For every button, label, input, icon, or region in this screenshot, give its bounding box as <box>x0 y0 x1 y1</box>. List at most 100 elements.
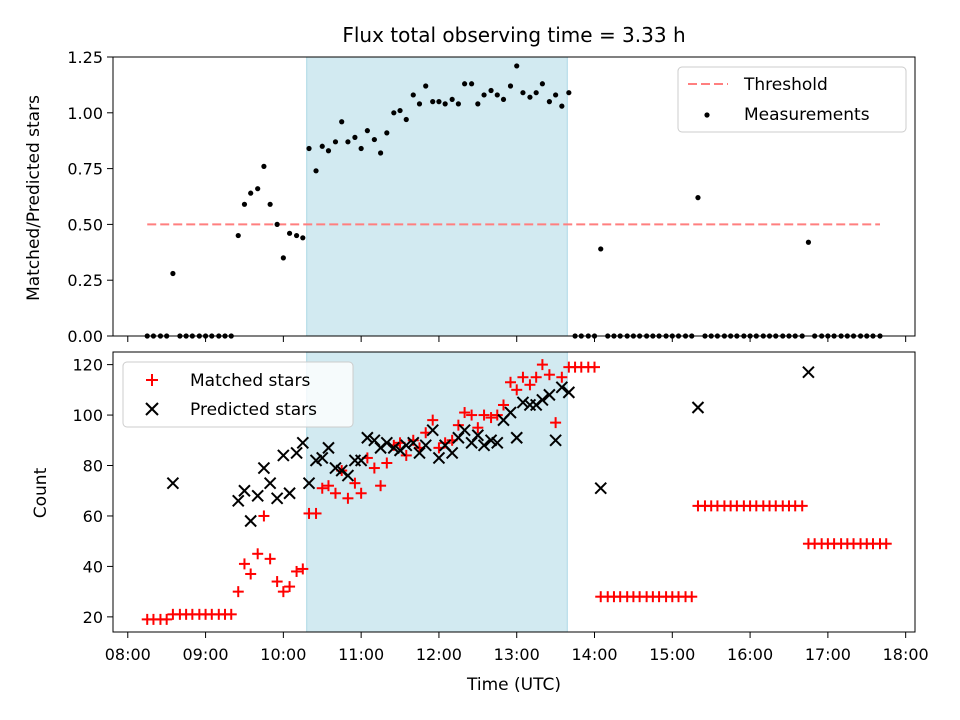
measurement-point <box>286 230 293 236</box>
matched-star-point <box>427 414 439 426</box>
top-axes-frame <box>112 56 916 337</box>
matched-star-point <box>497 399 509 411</box>
measurement-point <box>306 145 312 152</box>
predicted-stars-points <box>166 365 815 528</box>
measurement-point <box>416 101 423 107</box>
predicted-star-point <box>244 514 257 528</box>
x-tick-label: 09:00 <box>183 645 229 664</box>
bottom-y-tick-label: 120 <box>72 356 103 375</box>
top-x-ticks <box>127 336 907 342</box>
bottom-y-tick-label: 40 <box>83 557 103 576</box>
measurement-point <box>539 81 545 87</box>
matched-star-point <box>589 361 601 373</box>
predicted-star-point <box>426 423 439 437</box>
matched-star-point <box>322 480 334 492</box>
measurement-point <box>488 87 494 94</box>
measurement-point <box>475 101 481 107</box>
matched-star-point <box>466 409 478 421</box>
legend-predicted-label: Predicted stars <box>190 400 317 420</box>
chart-title: Flux total observing time = 3.33 h <box>342 23 685 47</box>
bottom-legend: Matched stars Predicted stars <box>122 361 354 428</box>
predicted-star-point <box>341 469 355 482</box>
matched-star-point <box>375 480 387 492</box>
bottom-y-tick-label: 100 <box>72 406 103 425</box>
predicted-star-point <box>322 441 335 455</box>
matched-star-point <box>459 407 471 419</box>
bottom-y-tick-label: 80 <box>83 457 103 476</box>
measurement-point <box>410 92 416 98</box>
matched-star-point <box>381 457 393 469</box>
predicted-star-point <box>232 494 245 508</box>
legend-matched-swatch <box>146 374 158 386</box>
predicted-star-point <box>555 381 569 394</box>
measurement-point <box>469 81 475 87</box>
x-tick-label: 12:00 <box>416 645 462 664</box>
predicted-star-point <box>361 431 374 444</box>
predicted-star-point <box>290 446 303 460</box>
measurement-point <box>255 186 261 192</box>
measurement-point <box>500 96 507 103</box>
x-tick-label: 10:00 <box>260 645 306 664</box>
x-tick-label: 17:00 <box>805 645 851 664</box>
measurement-point <box>559 103 565 109</box>
measurement-point <box>598 246 604 252</box>
predicted-star-point <box>691 401 705 414</box>
top-y-tick-label: 0.25 <box>67 271 103 290</box>
measurement-point <box>248 190 254 196</box>
x-tick-label: 14:00 <box>571 645 617 664</box>
predicted-star-point <box>296 436 310 450</box>
measurement-point <box>391 110 397 116</box>
predicted-star-point <box>543 388 556 402</box>
predicted-star-point <box>400 439 413 452</box>
x-tick-label: 16:00 <box>727 645 773 664</box>
bottom-y-tick-label: 20 <box>83 608 103 627</box>
matched-star-point <box>491 409 503 421</box>
matched-star-point <box>517 371 529 383</box>
matched-star-point <box>796 500 808 512</box>
measurement-point <box>332 139 339 145</box>
matched-star-point <box>329 487 341 499</box>
matched-star-point <box>472 422 484 434</box>
bottom-legend-box <box>122 361 354 428</box>
predicted-star-point <box>536 393 549 407</box>
matched-star-point <box>291 565 303 577</box>
predicted-star-point <box>302 476 316 490</box>
measurement-point <box>358 145 364 152</box>
predicted-star-point <box>277 449 290 462</box>
measurement-point <box>377 150 384 156</box>
predicted-star-point <box>251 489 264 502</box>
measurement-point <box>170 270 176 277</box>
matched-star-point <box>232 586 244 598</box>
matched-star-point <box>297 563 309 575</box>
legend-measurements-swatch <box>704 112 710 118</box>
measurement-point <box>494 92 500 98</box>
predicted-star-point <box>380 436 394 450</box>
matched-star-point <box>310 507 322 519</box>
x-tick-label: 15:00 <box>649 645 695 664</box>
predicted-star-point <box>549 434 562 447</box>
predicted-star-point <box>432 451 446 465</box>
matched-star-point <box>284 581 296 593</box>
matched-star-point <box>252 548 264 560</box>
top-y-tick-label: 0.75 <box>67 160 103 179</box>
measurement-point <box>455 101 461 107</box>
measurement-point <box>805 239 812 245</box>
bottom-y-axis-label: Count <box>31 467 51 518</box>
predicted-star-point <box>407 436 420 450</box>
measurement-point <box>430 99 436 105</box>
measurement-point <box>371 136 377 143</box>
matched-star-point <box>349 477 361 489</box>
measurement-point <box>313 168 319 174</box>
measurement-point <box>300 235 306 241</box>
measurement-point <box>325 148 332 154</box>
predicted-star-point <box>354 454 368 467</box>
predicted-star-point <box>283 487 296 500</box>
predicted-star-point <box>419 439 432 452</box>
measurement-point <box>280 255 286 261</box>
measurement-point <box>345 139 351 145</box>
x-tick-label: 11:00 <box>338 645 384 664</box>
measurement-point <box>241 201 248 207</box>
matched-star-point <box>161 613 173 625</box>
matched-star-point <box>880 538 892 550</box>
measurement-point <box>384 130 390 136</box>
